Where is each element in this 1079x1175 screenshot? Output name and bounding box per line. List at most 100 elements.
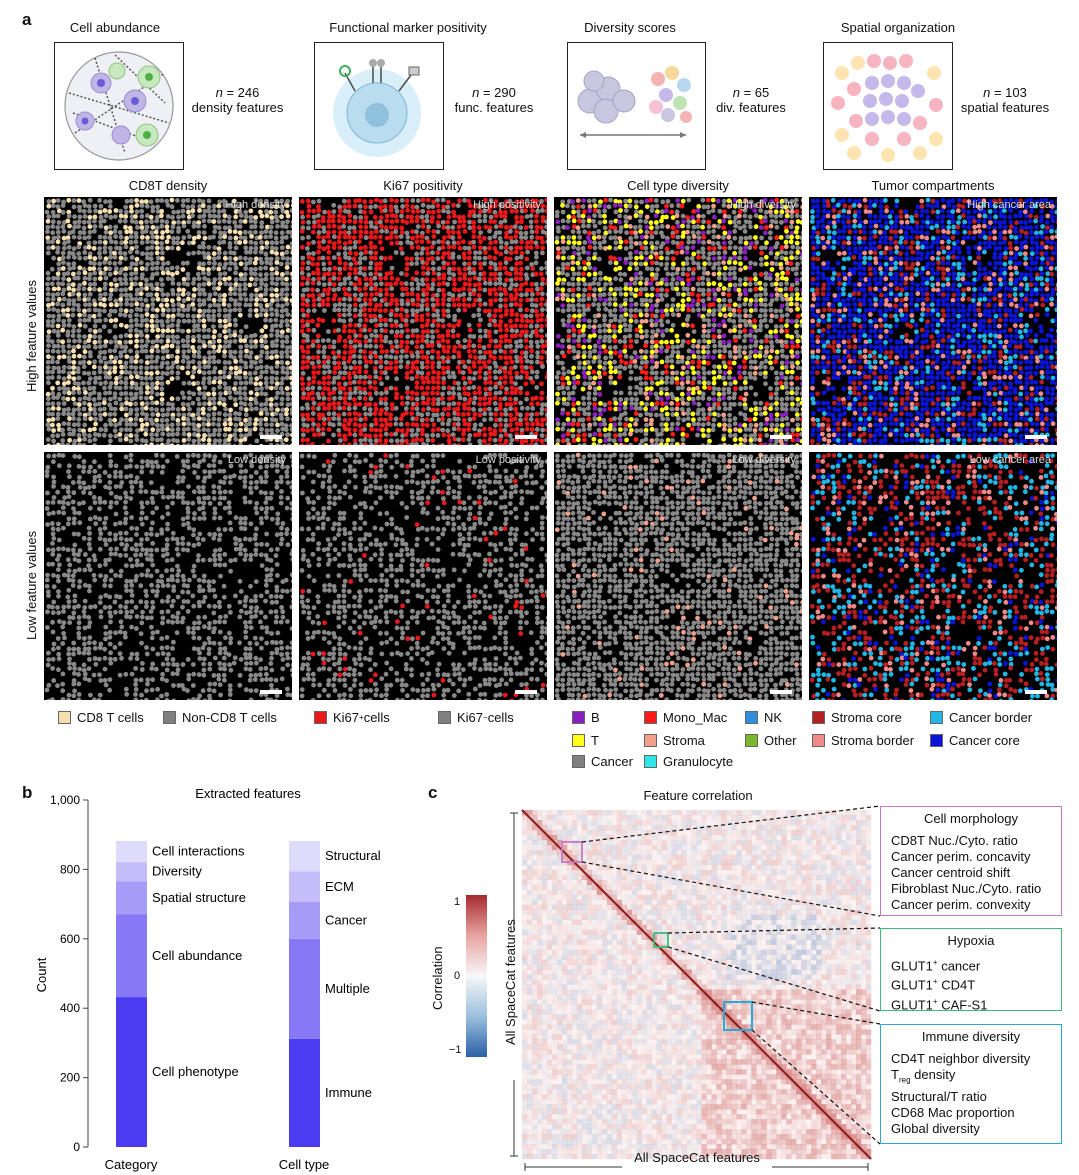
schematic-title-functional: Functional marker positivity — [329, 20, 487, 35]
stacked-bar-chart: Extracted features 0 200 400 600 800 1,000 Coun… — [34, 786, 381, 1172]
segment-label: Cell phenotype — [152, 1064, 239, 1079]
image-cd8-high: High density — [44, 197, 292, 445]
spatial-organization-illustration — [823, 42, 953, 170]
morph-item: Cancer perim. convexity — [891, 897, 1031, 912]
scale-bar — [1025, 435, 1047, 439]
bar-chart-title: Extracted features — [195, 786, 301, 801]
y-tick-label: 0 — [73, 1140, 80, 1154]
tag-high-diversity: High diversity — [729, 199, 796, 211]
immune-item: Global diversity — [891, 1120, 980, 1136]
legend-swatch — [812, 711, 825, 724]
tissue-cells — [554, 197, 802, 445]
zoom-connector — [751, 1029, 881, 1145]
legend-swatch — [930, 734, 943, 747]
y-tick-label: 800 — [60, 862, 80, 876]
scale-bar — [260, 435, 282, 439]
scale-bar — [770, 690, 792, 694]
segment-label: Cell interactions — [152, 844, 245, 859]
tag-high-cancer-area: High cancer area — [967, 199, 1051, 211]
immune-item-treg: Treg density — [891, 1067, 956, 1085]
legend-swatch — [930, 711, 943, 724]
diversity-n-label: n = 65 div. features — [716, 85, 786, 115]
legend-swatch — [644, 711, 657, 724]
hypoxia-item: GLUT1+ cancer — [891, 958, 981, 974]
image-celltype-high: High diversity — [554, 197, 802, 445]
image-compartment-high: High cancer area — [809, 197, 1057, 445]
schematic-title-abundance: Cell abundance — [69, 20, 161, 35]
bar-segment — [289, 871, 320, 903]
correlation-heatmap — [510, 805, 881, 1171]
legend-t: T — [572, 733, 599, 748]
legend-cancer-core: Cancer core — [930, 733, 1020, 748]
morph-item: Cancer centroid shift — [891, 865, 1011, 880]
segment-label: Spatial structure — [152, 890, 246, 905]
immune-diversity-title: Immune diversity — [921, 1029, 1021, 1044]
hypoxia-title: Hypoxia — [947, 933, 995, 948]
cell-morphology-box: Cell morphology CD8T Nuc./Cyto. ratio Ca… — [880, 806, 1062, 916]
scale-bar — [515, 435, 537, 439]
segment-label: Multiple — [325, 981, 370, 996]
tissue-cells — [554, 452, 802, 700]
zoom-connector — [667, 946, 881, 1012]
immune-diversity-box: Immune diversity CD4T neighbor diversity… — [880, 1024, 1062, 1144]
functional-n-label: n = 290 func. features — [454, 85, 534, 115]
spatial-n-label: n = 103 spatial features — [960, 85, 1050, 115]
image-cd8-low: Low density — [44, 452, 292, 700]
immune-item: CD4T neighbor diversity — [891, 1051, 1031, 1066]
column-title-celltype: Cell type diversity — [627, 178, 729, 193]
schematic-title-spatial: Spatial organization — [840, 20, 956, 35]
heatmap-cells — [522, 810, 872, 1160]
cell-abundance-illustration — [54, 42, 184, 170]
bar-segment — [289, 840, 320, 872]
legend-swatch — [812, 734, 825, 747]
legend-cancer-border: Cancer border — [930, 710, 1032, 725]
panel-b-label: b — [22, 783, 33, 802]
legend-mono-mac: Mono_Mac — [644, 710, 727, 725]
panel-a-label: a — [22, 10, 32, 29]
bar-segment — [289, 1038, 320, 1147]
legend-ki67-neg: Ki67− cells — [438, 710, 514, 725]
segment-label: Immune — [325, 1085, 372, 1100]
legend-swatch — [58, 711, 71, 724]
morph-item: Fibroblast Nuc./Cyto. ratio — [891, 881, 1042, 896]
bar-segment — [116, 881, 147, 915]
legend-swatch — [163, 711, 176, 724]
immune-item: Structural/T ratio — [891, 1088, 987, 1104]
hypoxia-box: Hypoxia GLUT1+ cancer GLUT1+ CD4T GLUT1+… — [880, 928, 1062, 1012]
tissue-cells — [299, 452, 547, 700]
legend-stroma-core: Stroma core — [812, 710, 902, 725]
y-tick-label: 1,000 — [50, 793, 80, 807]
hypoxia-item: GLUT1+ CD4T — [891, 977, 976, 993]
tissue-cells — [44, 452, 292, 700]
scale-bar — [1025, 690, 1047, 694]
zoom-box-morphology — [561, 841, 583, 863]
segment-label: Structural — [325, 848, 381, 863]
schematic-title-diversity: Diversity scores — [584, 20, 676, 35]
panel-c-label: c — [428, 783, 438, 802]
legend-ki67-pos: Ki67 + cells — [314, 710, 390, 725]
zoom-box-immune — [723, 1001, 753, 1031]
row-label-high: High feature values — [24, 279, 39, 392]
colorbar — [466, 895, 487, 1057]
legend-swatch — [438, 711, 451, 724]
legend-granulocyte: Granulocyte — [644, 754, 733, 769]
y-tick-label: 400 — [60, 1001, 80, 1015]
diversity-illustration — [567, 42, 706, 170]
legend-cd8-tcells: CD8 T cells — [58, 710, 144, 725]
legend-swatch — [644, 755, 657, 768]
tissue-cells — [44, 197, 292, 445]
abundance-n-label: n = 246 density features — [191, 85, 284, 115]
heatmap-diagonal — [521, 809, 872, 1160]
column-title-ki67: Ki67 positivity — [383, 178, 463, 193]
legend-nk: NK — [745, 710, 782, 725]
scale-bar — [260, 690, 282, 694]
tissue-cells — [809, 197, 1057, 445]
row-label-low: Low feature values — [24, 530, 39, 640]
zoom-connector — [667, 927, 881, 934]
x-bracket — [524, 1163, 869, 1171]
zoom-connector — [581, 805, 881, 843]
morph-item: Cancer perim. concavity — [891, 849, 1031, 864]
legend-stroma-border: Stroma border — [812, 733, 914, 748]
image-compartment-low: Low cancer area — [809, 452, 1057, 700]
bar-segment — [116, 914, 147, 998]
